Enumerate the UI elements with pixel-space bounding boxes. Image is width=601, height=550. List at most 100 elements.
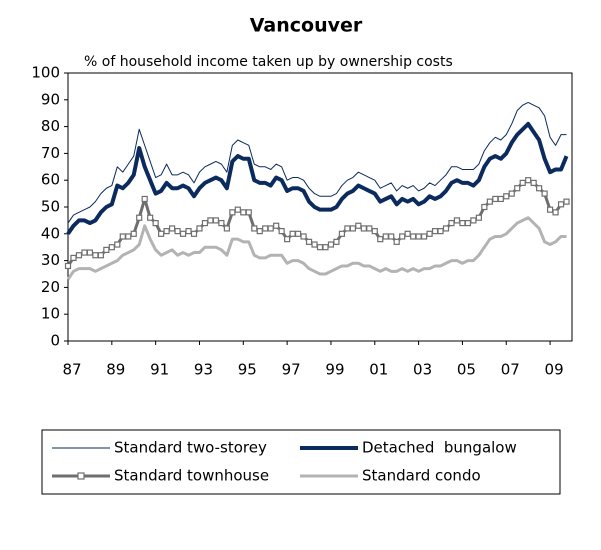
legend-label: Standard townhouse (114, 467, 269, 485)
x-tick-label: 95 (238, 361, 257, 379)
series-marker (497, 195, 504, 203)
series-marker (459, 219, 466, 227)
x-tick-label: 01 (369, 361, 388, 379)
series-marker (284, 236, 291, 243)
series-marker (185, 228, 192, 235)
y-axis-label: % of household income taken up by owners… (84, 54, 453, 70)
series-marker (103, 246, 110, 253)
x-tick-label: 07 (501, 361, 520, 379)
y-tick-label: 60 (41, 171, 60, 189)
series-marker (289, 230, 296, 237)
series-marker (218, 219, 225, 227)
y-tick-label: 40 (41, 224, 60, 242)
series-marker (234, 206, 241, 213)
series-line (66, 178, 568, 267)
series-marker (201, 219, 209, 227)
series-marker (530, 179, 537, 186)
series-marker (229, 209, 236, 216)
series-marker (410, 233, 417, 240)
x-tick-label: 05 (457, 361, 476, 379)
y-tick-label: 100 (31, 64, 60, 82)
series-marker (426, 230, 433, 237)
series-marker (168, 225, 176, 232)
series-marker (119, 233, 126, 240)
series-marker (338, 230, 346, 237)
x-tick-label: 91 (150, 361, 169, 379)
series-marker (141, 195, 148, 203)
series-marker (75, 252, 83, 259)
series-marker (492, 195, 499, 203)
series-marker (404, 230, 411, 237)
legend-label: Standard condo (362, 467, 481, 485)
series-marker (130, 230, 137, 237)
series-marker (64, 262, 72, 270)
series-line (66, 121, 569, 235)
series-marker (453, 217, 461, 224)
series-marker (382, 233, 389, 240)
series-marker (152, 219, 159, 227)
series-marker (322, 244, 329, 251)
series-marker (294, 230, 302, 237)
x-tick-label: 97 (282, 361, 301, 379)
series-line (67, 101, 567, 224)
y-tick-label: 30 (41, 251, 60, 269)
series-marker (333, 238, 340, 245)
series-marker (316, 244, 324, 251)
series-marker (355, 222, 362, 229)
chart-title: Vancouver (250, 15, 363, 37)
series-marker (256, 228, 263, 235)
series-marker (552, 209, 559, 216)
series-marker (448, 219, 455, 227)
x-tick-label: 03 (413, 361, 432, 379)
series-marker (541, 190, 548, 197)
series-marker (251, 225, 258, 232)
series-marker (442, 225, 450, 232)
series-marker (190, 230, 198, 237)
series-marker (97, 252, 104, 259)
y-tick-label: 20 (41, 278, 60, 296)
series-marker (360, 225, 367, 232)
series-marker (519, 179, 526, 186)
series-marker (481, 203, 488, 211)
series-marker (388, 233, 395, 240)
x-tick-label: 09 (545, 361, 564, 379)
series-marker (240, 209, 247, 216)
series-marker (70, 254, 77, 262)
series-marker (262, 225, 269, 232)
series-marker (212, 217, 220, 224)
series-marker (278, 228, 285, 235)
series-marker (546, 206, 554, 213)
x-tick-label: 89 (106, 361, 125, 379)
series-marker (158, 230, 165, 237)
series-marker (563, 198, 570, 205)
y-tick-label: 50 (41, 198, 60, 216)
x-tick-label: 93 (194, 361, 213, 379)
series-marker (366, 225, 373, 232)
series-marker (305, 238, 313, 245)
series-marker (327, 241, 335, 248)
legend-box (41, 429, 561, 495)
series-marker (415, 233, 422, 240)
series-marker (267, 225, 274, 232)
series-marker (114, 241, 121, 248)
series-marker (525, 177, 532, 184)
legend-label: Standard two-storey (114, 439, 267, 457)
series-marker (557, 201, 565, 208)
series-marker (147, 214, 154, 221)
series-marker (399, 233, 406, 240)
legend-marker (77, 472, 85, 480)
series-marker (207, 217, 214, 224)
series-marker (300, 233, 307, 240)
series-marker (420, 233, 428, 240)
y-tick-label: 10 (41, 305, 60, 323)
series-marker (273, 222, 280, 229)
series-marker (486, 198, 493, 205)
series-marker (311, 241, 318, 248)
series-marker (431, 228, 439, 235)
x-tick-label: 87 (62, 361, 81, 379)
series-marker (136, 214, 143, 221)
series-marker (174, 228, 181, 235)
series-marker (223, 225, 230, 232)
series-marker (377, 236, 384, 243)
series-marker (464, 219, 472, 227)
